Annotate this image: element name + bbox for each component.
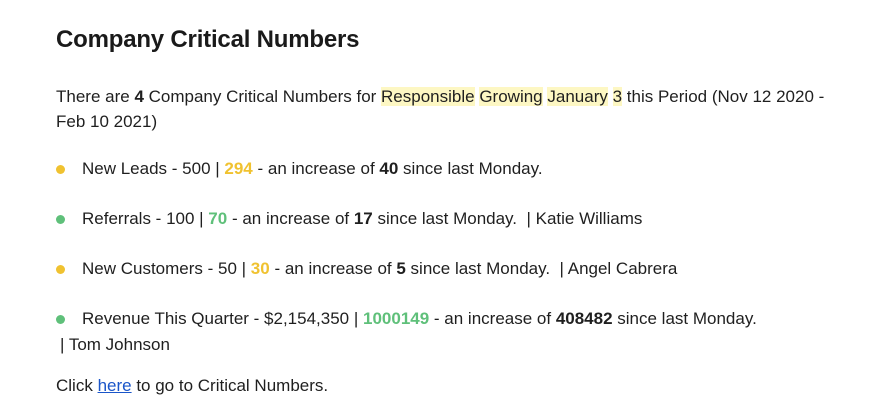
highlight-word: Growing — [479, 87, 543, 106]
metric-owner: | Katie Williams — [517, 209, 643, 228]
status-dot-icon — [56, 265, 65, 274]
intro-count: 4 — [134, 87, 144, 106]
metric-owner: | Angel Cabrera — [550, 259, 678, 278]
metric-current-value: 294 — [224, 159, 253, 178]
metric-mid-text: - an increase of — [429, 309, 556, 328]
metric-tail: since last Monday. — [405, 259, 551, 278]
footer-text: Click here to go to Critical Numbers. — [56, 374, 856, 398]
metric-label: New Leads - 500 | — [82, 159, 225, 178]
intro-text: There are 4 Company Critical Numbers for… — [56, 84, 836, 134]
metric-label: Referrals - 100 | — [82, 209, 209, 228]
page-title: Company Critical Numbers — [56, 26, 360, 53]
footer-prefix: Click — [56, 376, 98, 395]
metric-owner: | Tom Johnson — [60, 335, 170, 354]
highlight-word: Responsible — [381, 87, 475, 106]
intro-middle: Company Critical Numbers for — [143, 87, 382, 106]
highlight-word: 3 — [612, 87, 623, 106]
critical-numbers-list: New Leads - 500 | 294 - an increase of 4… — [56, 156, 856, 358]
metric-current-value: 30 — [250, 259, 270, 278]
metric-mid-text: - an increase of — [227, 209, 354, 228]
metric-increase: 408482 — [555, 309, 613, 328]
metric-tail: since last Monday. — [612, 309, 757, 328]
metric-increase: 5 — [396, 259, 406, 278]
metric-mid-text: - an increase of — [252, 159, 380, 178]
list-item: Revenue This Quarter - $2,154,350 | 1000… — [56, 306, 856, 358]
list-item: Referrals - 100 | 70 - an increase of 17… — [56, 206, 856, 232]
intro-prefix: There are — [56, 87, 135, 106]
status-dot-icon — [56, 165, 65, 174]
metric-current-value: 70 — [208, 209, 228, 228]
metric-tail: since last Monday. — [398, 159, 543, 178]
critical-numbers-link[interactable]: here — [97, 376, 132, 395]
metric-current-value: 1000149 — [363, 309, 430, 328]
list-item: New Leads - 500 | 294 - an increase of 4… — [56, 156, 856, 182]
email-body: Company Critical Numbers There are 4 Com… — [56, 26, 856, 415]
metric-tail: since last Monday. — [372, 209, 518, 228]
metric-increase: 17 — [353, 209, 373, 228]
footer-suffix: to go to Critical Numbers. — [131, 376, 329, 395]
list-item: New Customers - 50 | 30 - an increase of… — [56, 256, 856, 282]
highlight-word: January — [547, 87, 608, 106]
intro-suffix: this Period (Nov 12 2020 - Feb 10 2021) — [56, 87, 825, 131]
metric-mid-text: - an increase of — [269, 259, 397, 278]
metric-label: New Customers - 50 | — [82, 259, 251, 278]
status-dot-icon — [56, 315, 65, 324]
status-dot-icon — [56, 215, 65, 224]
metric-label: Revenue This Quarter - $2,154,350 | — [82, 309, 363, 328]
metric-increase: 40 — [379, 159, 399, 178]
